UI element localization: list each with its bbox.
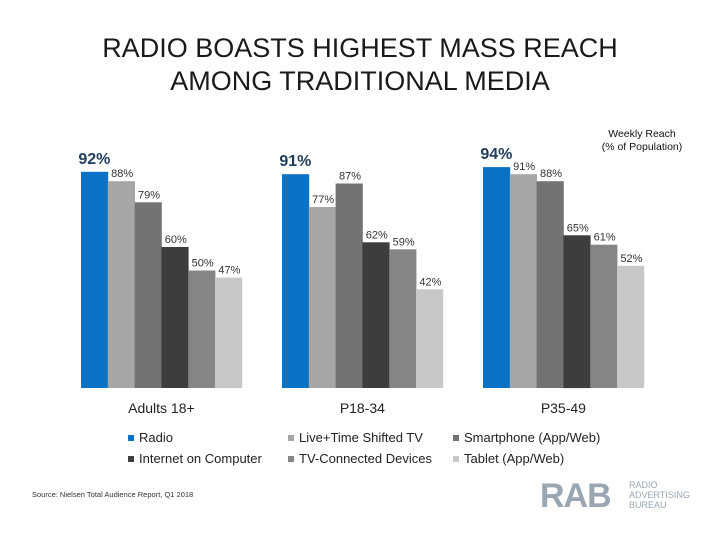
logo-mark: RAB <box>540 477 611 515</box>
legend-item-radio: Radio <box>128 430 173 445</box>
legend-item-live-tv: Live+Time Shifted TV <box>288 430 423 445</box>
bar-p18-34-internet-on-computer <box>362 242 390 388</box>
source-note: Source: Nielsen Total Audience Report, Q… <box>32 490 194 499</box>
data-label-p18-34-live-time-shifted-tv: 77% <box>312 194 334 206</box>
data-label-p35-49-radio: 94% <box>480 146 512 163</box>
data-label-adults-18-smartphone-app-web: 79% <box>138 189 160 201</box>
bar-p18-34-tablet-app-web <box>416 289 444 388</box>
bar-adults-18-tv-connected-devices <box>188 270 216 388</box>
bar-p18-34-tv-connected-devices <box>389 249 417 388</box>
data-label-p18-34-radio: 91% <box>279 153 311 170</box>
data-label-p18-34-tv-connected-devices: 59% <box>393 236 415 248</box>
legend-label-tv-connected: TV-Connected Devices <box>299 451 432 466</box>
data-label-p35-49-smartphone-app-web: 88% <box>540 168 562 180</box>
legend-item-internet: Internet on Computer <box>128 451 262 466</box>
data-label-adults-18-radio: 92% <box>78 151 110 168</box>
data-label-p18-34-tablet-app-web: 42% <box>419 276 441 288</box>
data-label-p35-49-internet-on-computer: 65% <box>567 222 589 234</box>
data-label-adults-18-internet-on-computer: 60% <box>165 234 187 246</box>
bar-adults-18-live-time-shifted-tv <box>107 181 135 388</box>
rab-logo: RAB RADIO ADVERTISING BUREAU <box>540 477 690 515</box>
logo-line-1: RADIO <box>629 480 658 490</box>
legend-swatch-tablet <box>453 455 459 462</box>
bar-p35-49-internet-on-computer <box>563 235 591 389</box>
category-label-p35-49: P35-49 <box>541 400 586 416</box>
bar-p35-49-radio <box>483 167 511 388</box>
legend-item-smartphone: Smartphone (App/Web) <box>453 430 600 445</box>
legend-swatch-radio <box>128 434 134 441</box>
bar-p35-49-live-time-shifted-tv <box>509 174 537 388</box>
weekly-reach-label: Weekly Reach <box>608 128 676 140</box>
legend-label-tablet: Tablet (App/Web) <box>464 451 565 466</box>
data-label-adults-18-tablet-app-web: 47% <box>218 265 240 277</box>
category-label-adults-18: Adults 18+ <box>128 400 195 416</box>
title-line-1: RADIO BOASTS HIGHEST MASS REACH <box>102 33 618 63</box>
logo-line-3: BUREAU <box>629 500 667 510</box>
data-label-adults-18-tv-connected-devices: 50% <box>192 258 214 270</box>
bar-adults-18-internet-on-computer <box>161 247 189 388</box>
bar-p18-34-radio <box>282 174 310 388</box>
legend-label-internet: Internet on Computer <box>139 451 262 466</box>
legend-item-tv-connected: TV-Connected Devices <box>288 451 432 466</box>
legend-swatch-internet <box>128 455 134 462</box>
bar-p18-34-live-time-shifted-tv <box>308 207 336 388</box>
category-label-p18-34: P18-34 <box>340 400 385 416</box>
bar-p35-49-smartphone-app-web <box>536 181 564 388</box>
bar-p35-49-tv-connected-devices <box>590 244 618 388</box>
title-line-2: AMONG TRADITIONAL MEDIA <box>170 66 550 96</box>
data-label-adults-18-live-time-shifted-tv: 88% <box>111 168 133 180</box>
weekly-reach-unit: (% of Population) <box>601 141 683 153</box>
chart-title: RADIO BOASTS HIGHEST MASS REACH AMONG TR… <box>0 32 720 98</box>
data-label-p35-49-tv-connected-devices: 61% <box>594 232 616 244</box>
data-label-p35-49-tablet-app-web: 52% <box>620 253 642 265</box>
legend-label-radio: Radio <box>139 430 173 445</box>
legend-swatch-live-tv <box>288 434 294 441</box>
legend-item-tablet: Tablet (App/Web) <box>453 451 564 466</box>
bar-adults-18-radio <box>81 171 109 388</box>
legend-label-smartphone: Smartphone (App/Web) <box>464 430 601 445</box>
legend-swatch-tv-connected <box>288 455 294 462</box>
data-label-p18-34-smartphone-app-web: 87% <box>339 171 361 183</box>
legend-swatch-smartphone <box>453 434 459 441</box>
bar-adults-18-tablet-app-web <box>215 277 243 389</box>
legend-label-live-tv: Live+Time Shifted TV <box>299 430 423 445</box>
bar-adults-18-smartphone-app-web <box>134 202 162 388</box>
bar-p35-49-tablet-app-web <box>617 265 645 388</box>
data-label-p35-49-live-time-shifted-tv: 91% <box>513 161 535 173</box>
data-label-p18-34-internet-on-computer: 62% <box>366 229 388 241</box>
bar-p18-34-smartphone-app-web <box>335 183 363 388</box>
logo-line-2: ADVERTISING <box>629 490 690 500</box>
y-axis-caption: Weekly Reach (% of Population) <box>594 128 690 154</box>
